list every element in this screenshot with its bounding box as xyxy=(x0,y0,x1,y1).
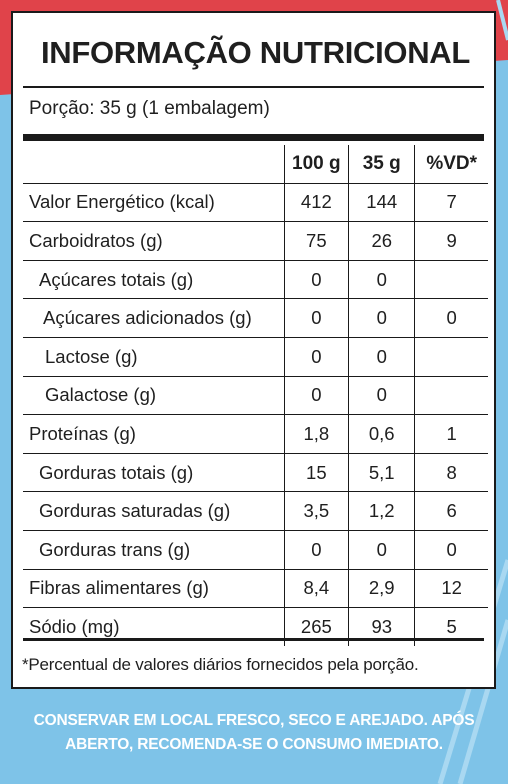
value-100g: 0 xyxy=(284,376,350,416)
table-row: Lactose (g) 0 0 xyxy=(23,337,488,377)
nutrient-name: Açúcares totais (g) xyxy=(23,260,285,300)
value-100g: 0 xyxy=(284,260,350,300)
nutrient-name: Fibras alimentares (g) xyxy=(23,569,285,609)
value-35g: 0 xyxy=(348,376,416,416)
value-35g: 144 xyxy=(348,183,416,223)
value-100g: 8,4 xyxy=(284,569,350,609)
value-35g: 1,2 xyxy=(348,491,416,531)
table-row: Proteínas (g) 1,8 0,6 1 xyxy=(23,414,488,454)
table-row: Gorduras saturadas (g) 3,5 1,2 6 xyxy=(23,491,488,531)
value-35g: 0 xyxy=(348,298,416,338)
nutrient-name: Gorduras totais (g) xyxy=(23,453,285,493)
nutrient-name: Galactose (g) xyxy=(23,376,285,416)
value-35g: 0 xyxy=(348,337,416,377)
value-vd: 9 xyxy=(414,221,488,261)
header-35g: 35 g xyxy=(348,145,416,184)
table-row: Carboidratos (g) 75 26 9 xyxy=(23,221,488,261)
value-vd xyxy=(414,337,488,377)
value-vd: 0 xyxy=(414,530,488,570)
header-100g: 100 g xyxy=(284,145,350,184)
nutrient-name: Lactose (g) xyxy=(23,337,285,377)
value-vd: 1 xyxy=(414,414,488,454)
value-100g: 15 xyxy=(284,453,350,493)
nutrient-name: Proteínas (g) xyxy=(23,414,285,454)
value-100g: 412 xyxy=(284,183,350,223)
value-35g: 0 xyxy=(348,530,416,570)
nutrient-name: Carboidratos (g) xyxy=(23,221,285,261)
nutrition-title: INFORMAÇÃO NUTRICIONAL xyxy=(40,35,471,70)
value-vd xyxy=(414,376,488,416)
value-vd: 5 xyxy=(446,615,457,637)
value-35g: 5,1 xyxy=(348,453,416,493)
value-35g: 2,9 xyxy=(348,569,416,609)
header-nutrient xyxy=(23,145,285,184)
value-vd: 6 xyxy=(414,491,488,531)
nutrient-name: Gorduras trans (g) xyxy=(23,530,285,570)
storage-line-1: CONSERVAR EM LOCAL FRESCO, SECO E AREJAD… xyxy=(33,712,475,729)
header-vd: %VD* xyxy=(414,145,488,184)
value-35g: 26 xyxy=(348,221,416,261)
value-100g: 0 xyxy=(284,337,350,377)
nutrient-name: Gorduras saturadas (g) xyxy=(23,491,285,531)
table-row: Fibras alimentares (g) 8,4 2,9 12 xyxy=(23,569,488,609)
nutrition-facts-panel: INFORMAÇÃO NUTRICIONAL Porção: 35 g (1 e… xyxy=(11,11,496,689)
value-35g: 0 xyxy=(348,260,416,300)
value-100g: 75 xyxy=(284,221,350,261)
table-row: Valor Energético (kcal) 412 144 7 xyxy=(23,183,488,223)
value-100g: 0 xyxy=(284,530,350,570)
value-vd: 12 xyxy=(414,569,488,609)
table-row: Galactose (g) 0 0 xyxy=(23,376,488,416)
value-vd: 0 xyxy=(414,298,488,338)
table-row: Açúcares totais (g) 0 0 xyxy=(23,260,488,300)
table-row: Gorduras trans (g) 0 0 0 xyxy=(23,530,488,570)
value-35g: 0,6 xyxy=(348,414,416,454)
table-bottom-divider xyxy=(23,638,484,641)
nutrition-table: 100 g 35 g %VD* Valor Energético (kcal) … xyxy=(23,145,488,646)
portion-text: Porção: 35 g (1 embalagem) xyxy=(29,98,270,119)
nutrient-name: Açúcares adicionados (g) xyxy=(23,298,285,338)
storage-line-2: ABERTO, RECOMENDA-SE O CONSUMO IMEDIATO. xyxy=(65,736,443,753)
table-header-row: 100 g 35 g %VD* xyxy=(23,145,488,184)
value-100g: 1,8 xyxy=(284,414,350,454)
value-vd xyxy=(414,260,488,300)
value-100g: 3,5 xyxy=(284,491,350,531)
title-divider xyxy=(23,86,484,88)
value-vd: 7 xyxy=(414,183,488,223)
footnote-text: *Percentual de valores diários fornecido… xyxy=(22,655,419,674)
portion-divider xyxy=(23,134,484,141)
table-row: Gorduras totais (g) 15 5,1 8 xyxy=(23,453,488,493)
storage-instructions: CONSERVAR EM LOCAL FRESCO, SECO E AREJAD… xyxy=(0,709,508,757)
value-100g: 0 xyxy=(284,298,350,338)
table-row: Açúcares adicionados (g) 0 0 0 xyxy=(23,298,488,338)
nutrient-name: Valor Energético (kcal) xyxy=(23,183,285,223)
value-vd: 8 xyxy=(414,453,488,493)
